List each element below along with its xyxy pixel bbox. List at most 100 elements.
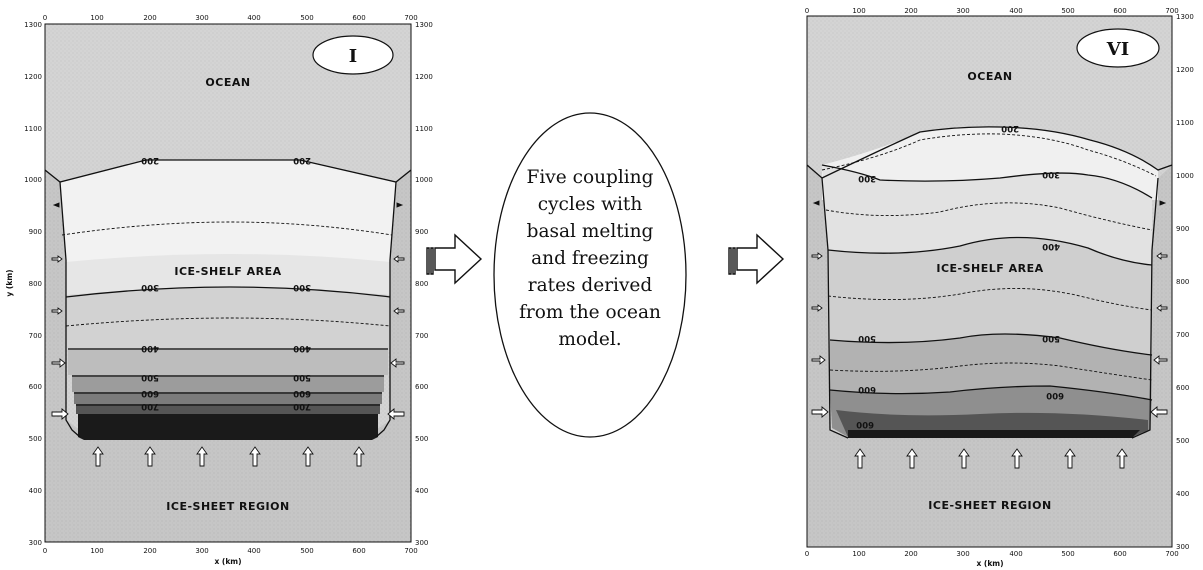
- panel-vi-contour-400: [827, 236, 1153, 266]
- middle-text-line: basal melting: [527, 221, 654, 242]
- y-tick: 400: [29, 487, 42, 495]
- panel-vi-ice-sheet: [807, 165, 1172, 547]
- y-tick: 600: [29, 383, 42, 391]
- x-tick: 500: [1061, 550, 1074, 558]
- x-tick: 400: [247, 14, 260, 22]
- middle-oval: [493, 112, 687, 438]
- panel-i: 200 200 300 300 400 400 500 500 600 600 …: [5, 14, 433, 566]
- panel-i-y-axis-label: y (km): [5, 269, 14, 296]
- panel-vi-shelf-band-7: [848, 430, 1140, 438]
- panel-vi-contour-label: 400: [1042, 241, 1060, 251]
- panel-vi: 200 300 300 400 500 500 600 600 600 OCEA…: [805, 7, 1194, 568]
- panel-vi-arrow-up: [906, 448, 918, 469]
- middle-text-line: model.: [558, 329, 621, 350]
- panel-vi-arrow-right: [1150, 406, 1168, 418]
- panel-i-arrow-up: [353, 446, 365, 467]
- x-tick: 300: [956, 7, 969, 15]
- panel-vi-x-ticks-top: 0 100 200 300 400 500 600 700: [805, 7, 1179, 15]
- panel-vi-arrow-left: [812, 200, 820, 206]
- panel-i-y-ticks-right: 300 400 500 600 700 800 900 1000 1100 12…: [415, 21, 433, 547]
- panel-i-arrow-right: [387, 408, 405, 420]
- middle-text-line: Five coupling: [527, 167, 654, 188]
- panel-vi-arrow-right: [1153, 355, 1168, 365]
- y-tick: 300: [29, 539, 42, 547]
- panel-i-contour-label: 600: [293, 388, 311, 398]
- x-tick: 0: [805, 550, 809, 558]
- panel-vi-shelf-band-4: [830, 334, 1152, 400]
- y-tick: 700: [415, 332, 428, 340]
- y-tick: 800: [415, 280, 428, 288]
- x-tick: 100: [852, 550, 865, 558]
- x-tick: 300: [195, 14, 208, 22]
- x-tick: 300: [956, 550, 969, 558]
- panel-i-contour-label: 200: [141, 155, 159, 165]
- panel-vi-arrow-left: [811, 406, 829, 418]
- panel-i-arrow-left: [52, 202, 60, 208]
- middle-text-line: cycles with: [538, 194, 643, 215]
- x-tick: 200: [143, 14, 156, 22]
- panel-i-shelf-band-1: [60, 160, 396, 262]
- x-tick: 100: [90, 14, 103, 22]
- y-tick: 500: [415, 435, 428, 443]
- panel-i-shelf-label: ICE-SHELF AREA: [174, 265, 281, 278]
- panel-i-contour-250: [61, 221, 393, 236]
- x-tick: 700: [404, 547, 417, 555]
- panel-i-contour-label: 200: [293, 155, 311, 165]
- y-tick: 300: [1176, 543, 1189, 551]
- panel-vi-side-arrows: [811, 200, 1168, 418]
- y-tick: 1200: [24, 73, 42, 81]
- y-tick: 1000: [415, 176, 433, 184]
- middle-text-line: and freezing: [531, 248, 649, 269]
- panel-i-contour-label: 400: [293, 343, 311, 353]
- panel-i-arrow-right: [393, 255, 405, 263]
- panel-vi-contour-label: 200: [1001, 123, 1019, 133]
- x-tick: 700: [404, 14, 417, 22]
- panel-i-shelf-band-4: [68, 348, 388, 375]
- y-tick: 700: [29, 332, 42, 340]
- y-tick: 500: [29, 435, 42, 443]
- panel-i-side-arrows: [51, 202, 405, 420]
- panel-i-x-axis-label: x (km): [214, 557, 241, 566]
- panel-i-arrow-up: [92, 446, 104, 467]
- panel-i-shelf-band-8: [78, 414, 378, 440]
- panel-i-arrow-up: [302, 446, 314, 467]
- y-tick: 1300: [415, 21, 433, 29]
- panel-i-shelf-band-7: [76, 404, 380, 414]
- panel-vi-contour-label: 500: [858, 333, 876, 343]
- panel-vi-arrow-up: [1064, 448, 1076, 469]
- panel-vi-right-wall: [1131, 177, 1159, 439]
- panel-vi-arrow-left: [811, 252, 823, 260]
- y-tick: 1100: [1176, 119, 1194, 127]
- panel-i-sheet-label: ICE-SHEET REGION: [166, 500, 289, 513]
- panel-vi-contour-550: [829, 362, 1153, 381]
- x-tick: 500: [300, 14, 313, 22]
- y-tick: 900: [29, 228, 42, 236]
- panel-i-frame: [44, 23, 412, 543]
- panel-i-arrow-up: [196, 446, 208, 467]
- panel-i-x-ticks-bottom: 0 100 200 300 400 500 600 700: [43, 547, 418, 555]
- y-tick: 800: [29, 280, 42, 288]
- panel-vi-roman-numeral: VI: [1106, 39, 1129, 60]
- x-tick: 500: [300, 547, 313, 555]
- panel-vi-contour-label: 500: [1042, 333, 1060, 343]
- panel-vi-arrow-up: [958, 448, 970, 469]
- panel-vi-contour-label: 600: [858, 384, 876, 394]
- panel-i-arrow-right: [390, 358, 405, 368]
- panel-i-arrow-left: [51, 358, 66, 368]
- panel-i-x-ticks-top: 0 100 200 300 400 500 600 700: [43, 14, 418, 22]
- y-tick: 1200: [415, 73, 433, 81]
- x-tick: 300: [195, 547, 208, 555]
- panel-i-arrow-up: [249, 446, 261, 467]
- middle-section: Five coupling cycles with basal melting …: [426, 112, 785, 438]
- x-tick: 400: [1009, 7, 1022, 15]
- panel-i-label-oval: [312, 35, 394, 75]
- panel-vi-shelf-band-3: [828, 237, 1152, 355]
- x-tick: 100: [852, 7, 865, 15]
- middle-text-line: from the ocean: [519, 302, 661, 323]
- panel-vi-x-axis-label: x (km): [976, 559, 1003, 568]
- panel-vi-shelf-band-2: [822, 165, 1152, 265]
- x-tick: 200: [904, 7, 917, 15]
- panel-i-contour-200: [45, 159, 411, 183]
- x-tick: 700: [1165, 550, 1178, 558]
